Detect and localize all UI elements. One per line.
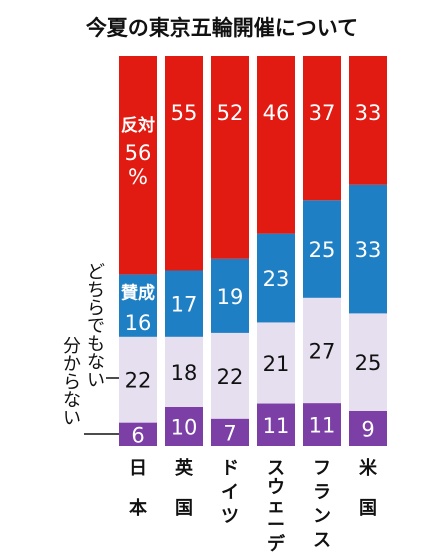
value-label-2-1: 22 bbox=[217, 365, 244, 389]
side-label-series0-char-1: か bbox=[63, 354, 81, 375]
value-label-5-2: 33 bbox=[355, 238, 382, 262]
value-label-2-0: 7 bbox=[223, 421, 236, 445]
category-label-4-char-1: ラ bbox=[313, 482, 331, 503]
category-label-2-char-1: イ bbox=[221, 482, 239, 503]
category-label-3-char-0: ス bbox=[267, 458, 285, 479]
bar-segment-3-2 bbox=[257, 233, 295, 323]
category-label-3-char-2: ェ bbox=[267, 496, 285, 517]
side-label-series1-char-4: も bbox=[87, 334, 105, 355]
category-label-4-char-0: フ bbox=[313, 458, 331, 479]
value-label-0-0: 6 bbox=[131, 423, 144, 447]
side-label-series1-char-0: ど bbox=[87, 262, 105, 283]
side-label-series1-char-2: ら bbox=[87, 298, 105, 319]
category-label-2-char-2: ツ bbox=[221, 506, 239, 527]
value-label-5-0: 9 bbox=[361, 417, 374, 441]
labels-group: 622賛成16反対56%日本10181755英国7221952ドイツ112123… bbox=[63, 101, 381, 552]
value-label-0-2: 16 bbox=[125, 311, 152, 335]
bar-segment-0-1 bbox=[119, 336, 157, 423]
bar-segment-1-2 bbox=[165, 270, 203, 337]
bar-segment-0-2 bbox=[119, 274, 157, 337]
value-label-0-3: 56 bbox=[125, 141, 152, 165]
series-label-agree: 賛成 bbox=[121, 282, 155, 303]
value-label-3-1: 21 bbox=[263, 352, 290, 376]
value-label-5-3: 33 bbox=[355, 101, 382, 125]
bar-segment-1-1 bbox=[165, 336, 203, 407]
chart-title: 今夏の東京五輪開催について bbox=[86, 16, 358, 40]
bar-segment-3-0 bbox=[257, 403, 295, 446]
category-label-3-char-4: デ bbox=[267, 533, 286, 552]
category-label-3-char-1: ウ bbox=[267, 477, 285, 498]
bar-segment-4-2 bbox=[303, 200, 341, 298]
value-label-4-3: 37 bbox=[309, 101, 336, 125]
category-label-2-char-0: ド bbox=[221, 458, 239, 479]
value-label-1-0: 10 bbox=[171, 416, 198, 440]
value-label-2-2: 19 bbox=[217, 285, 244, 309]
category-label-0-char-0: 日 bbox=[129, 458, 147, 479]
bar-segment-5-3 bbox=[349, 56, 387, 185]
value-label-1-2: 17 bbox=[171, 293, 198, 317]
value-label-3-2: 23 bbox=[263, 267, 290, 291]
side-label-series0-char-3: な bbox=[63, 390, 81, 411]
side-label-series1-char-3: で bbox=[87, 316, 105, 337]
value-label-0-1: 22 bbox=[125, 369, 152, 393]
side-label-series1-char-1: ち bbox=[87, 280, 105, 301]
bar-segment-5-2 bbox=[349, 184, 387, 314]
side-label-series0-char-4: い bbox=[63, 408, 81, 429]
bar-segment-1-0 bbox=[165, 407, 203, 446]
bar-segment-4-3 bbox=[303, 56, 341, 201]
category-label-5-char-0: 米 bbox=[359, 457, 378, 479]
bar-segment-3-3 bbox=[257, 56, 295, 234]
value-label-3-0: 11 bbox=[263, 414, 290, 438]
value-label-4-2: 25 bbox=[309, 238, 336, 262]
category-label-1-char-1: 国 bbox=[175, 498, 193, 519]
value-label-1-1: 18 bbox=[171, 361, 198, 385]
percent-sign-label: % bbox=[128, 165, 148, 189]
bar-segment-1-3 bbox=[165, 56, 203, 271]
side-label-series0-char-0: 分 bbox=[63, 336, 81, 357]
category-label-0-char-1: 本 bbox=[129, 497, 147, 519]
category-label-3-char-3: ー bbox=[267, 515, 285, 536]
side-label-series0-char-2: ら bbox=[63, 372, 81, 393]
bar-segment-5-0 bbox=[349, 410, 387, 446]
category-label-1-char-0: 英 bbox=[174, 457, 194, 479]
category-label-4-char-2: ン bbox=[313, 506, 331, 527]
value-label-4-1: 27 bbox=[309, 339, 336, 363]
value-label-4-0: 11 bbox=[309, 414, 336, 438]
value-label-2-3: 52 bbox=[217, 101, 244, 125]
bar-segment-2-3 bbox=[211, 56, 249, 259]
category-label-4-char-3: ス bbox=[313, 530, 331, 551]
value-label-1-3: 55 bbox=[171, 101, 198, 125]
bar-segment-2-2 bbox=[211, 258, 249, 333]
value-label-5-1: 25 bbox=[355, 351, 382, 375]
bars-group bbox=[119, 56, 387, 446]
bar-segment-3-1 bbox=[257, 322, 295, 404]
side-label-series1-char-5: な bbox=[87, 352, 105, 373]
value-label-3-3: 46 bbox=[263, 101, 290, 125]
series-label-reject: 反対 bbox=[121, 115, 155, 136]
category-label-5-char-1: 国 bbox=[359, 498, 377, 519]
side-label-series1-char-6: い bbox=[87, 370, 105, 391]
bar-segment-2-0 bbox=[211, 418, 249, 446]
bar-segment-0-0 bbox=[119, 422, 157, 446]
bar-segment-0-3 bbox=[119, 56, 157, 275]
bar-segment-4-0 bbox=[303, 403, 341, 446]
bar-segment-4-1 bbox=[303, 297, 341, 404]
bar-segment-5-1 bbox=[349, 313, 387, 411]
bar-segment-2-1 bbox=[211, 332, 249, 419]
